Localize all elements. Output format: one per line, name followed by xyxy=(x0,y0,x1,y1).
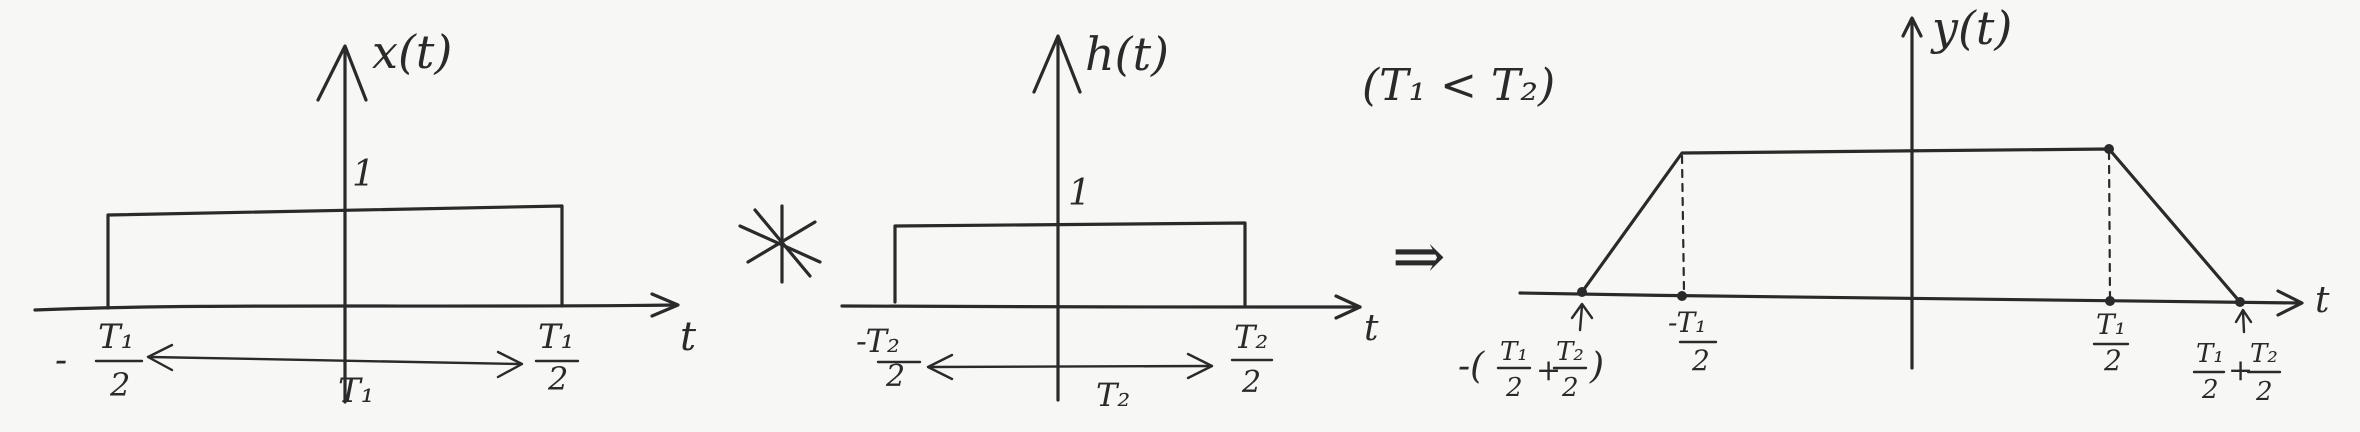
y-top-right-point xyxy=(2104,144,2114,154)
y-right-inner-num: T₁ xyxy=(2096,308,2126,341)
x-time-axis-arrowhead xyxy=(650,292,680,318)
y-left-inner-den: 2 xyxy=(1691,344,1710,377)
h-title: h(t) xyxy=(1085,27,1169,81)
y-left-outer-plus: + xyxy=(1536,353,1561,388)
y-right-outer-pointer xyxy=(2234,308,2253,334)
y-right-outer-plus: + xyxy=(2228,353,2253,388)
x-title: x(t) xyxy=(372,25,452,79)
y-left-outer-a-den: 2 xyxy=(1505,373,1523,403)
h-rect-pulse xyxy=(893,221,1247,308)
h-vertical-axis-arrowhead xyxy=(1032,34,1082,94)
x-width-arrow xyxy=(148,355,522,366)
y-right-outer-point xyxy=(2235,297,2245,307)
y-right-inner-den: 2 xyxy=(2103,344,2122,377)
y-left-outer-b-num: T₂ xyxy=(1556,337,1584,367)
implies-arrow: ⇒ xyxy=(1392,220,1446,294)
condition-label: (T₁ < T₂) xyxy=(1362,60,1555,111)
x-left-sign: - xyxy=(55,340,67,381)
y-left-outer-b-den: 2 xyxy=(1561,373,1579,403)
y-left-outer-prefix: -( xyxy=(1458,346,1485,387)
h-height-label: 1 xyxy=(1068,173,1091,214)
x-right-num: T₁ xyxy=(538,317,574,357)
y-time-axis-arrowhead xyxy=(2276,289,2304,317)
y-left-outer-a-num: T₁ xyxy=(1500,337,1528,367)
convolution-operator: ✱ xyxy=(738,204,822,284)
y-right-dashed-guide xyxy=(2107,150,2112,300)
x-rect-pulse xyxy=(106,204,564,310)
panel-h: h(t) 1 t -T₂ 2 T₂ 2 T₂ xyxy=(840,27,1379,414)
y-left-outer-suffix: ) xyxy=(1589,346,1604,387)
x-width-label: T₁ xyxy=(338,371,374,411)
h-width-arrow xyxy=(928,364,1212,369)
h-time-axis xyxy=(840,304,1362,309)
panel-y: y(t) t -( T₁ 2 + T₂ 2 ) -T₁ 2 T₁ 2 T₁ 2 … xyxy=(1458,1,2330,407)
x-right-den: 2 xyxy=(547,360,568,398)
y-time-axis xyxy=(1518,291,2302,305)
x-left-den: 2 xyxy=(109,366,130,404)
y-vertical-axis-arrowhead xyxy=(1901,16,1923,38)
x-height-label: 1 xyxy=(352,154,375,195)
h-width-label: T₂ xyxy=(1096,376,1130,414)
h-axis-label: t xyxy=(1364,308,1379,349)
h-width-arrow-right-head xyxy=(1186,352,1214,380)
y-right-outer-b-num: T₂ xyxy=(2250,339,2278,369)
convolution-star-icon xyxy=(738,204,822,284)
y-right-inner-point xyxy=(2105,296,2115,306)
panel-x: x(t) 1 t - T₁ 2 T₁ 2 T₁ xyxy=(33,25,697,411)
x-width-arrow-right-head xyxy=(496,350,524,379)
h-right-num: T₂ xyxy=(1234,318,1268,356)
y-left-inner-point xyxy=(1677,291,1687,301)
h-time-axis-arrowhead xyxy=(1334,294,1362,320)
y-left-outer-point xyxy=(1577,287,1587,297)
x-width-arrow-left-head xyxy=(146,343,174,372)
h-right-den: 2 xyxy=(1241,365,1261,400)
h-left-den: 2 xyxy=(885,359,905,394)
y-title: y(t) xyxy=(1930,1,2012,55)
y-axis-label: t xyxy=(2315,280,2330,321)
h-width-arrow-left-head xyxy=(926,353,954,381)
y-left-outer-pointer xyxy=(1570,302,1594,332)
y-left-dashed-guide xyxy=(1680,154,1686,294)
x-left-num: T₁ xyxy=(98,317,134,357)
x-time-axis xyxy=(33,303,678,312)
y-right-outer-a-num: T₁ xyxy=(2196,339,2224,369)
y-trapezoid xyxy=(1580,147,2242,304)
h-left-num: -T₂ xyxy=(856,322,900,360)
y-left-inner-num: -T₁ xyxy=(1668,306,1706,339)
x-axis-label: t xyxy=(680,314,697,360)
x-vertical-axis-arrowhead xyxy=(316,44,368,102)
y-right-outer-b-den: 2 xyxy=(2255,377,2273,407)
y-right-outer-a-den: 2 xyxy=(2201,375,2219,405)
